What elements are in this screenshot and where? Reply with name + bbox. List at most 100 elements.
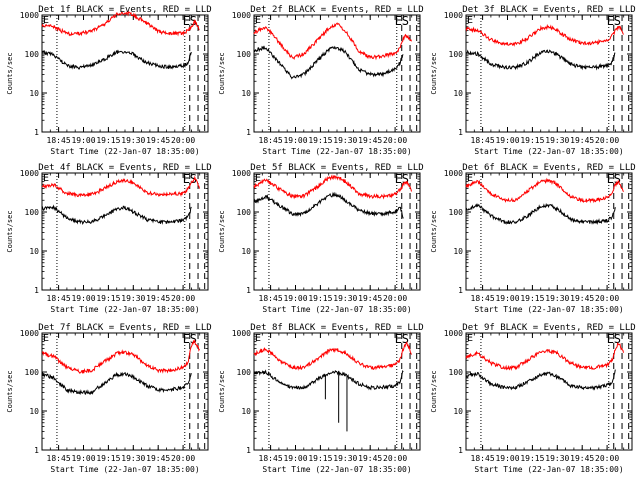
- x-tick-label: 19:00: [283, 454, 307, 463]
- x-tick-label: 20:00: [383, 454, 407, 463]
- x-axis-label: Start Time (22-Jan-07 18:35:00): [474, 465, 623, 474]
- series-line: [41, 175, 200, 198]
- series-line: [41, 11, 200, 37]
- y-tick-label: 10: [453, 89, 463, 98]
- y-tick-label: 10: [29, 89, 39, 98]
- marker-E-end: E: [183, 14, 190, 28]
- x-tick-label: 19:45: [358, 294, 382, 303]
- series-line: [465, 202, 616, 225]
- marker-E: E: [43, 333, 49, 344]
- x-axis-label: Start Time (22-Jan-07 18:35:00): [50, 465, 199, 474]
- y-tick-label: 10: [29, 407, 39, 416]
- y-tick-label: 100: [25, 208, 40, 217]
- marker-E-end: E: [607, 172, 614, 186]
- x-tick-label: 18:45: [47, 294, 71, 303]
- x-tick-label: 19:15: [520, 136, 544, 145]
- chart-title: Det 5f BLACK = Events, RED = LLD: [250, 163, 423, 173]
- y-tick-label: 1: [458, 286, 463, 295]
- series-line: [253, 369, 404, 391]
- series-line: [466, 49, 616, 71]
- x-axis-label: Start Time (22-Jan-07 18:35:00): [50, 147, 199, 156]
- chart-panel: Det 4f BLACK = Events, RED = LLD Start Ti…: [6, 163, 212, 314]
- x-axis-label: Start Time (22-Jan-07 18:35:00): [474, 305, 623, 314]
- x-tick-label: 20:00: [171, 136, 195, 145]
- marker-S: S: [190, 172, 197, 186]
- y-axis-label: Counts/sec: [218, 370, 226, 412]
- y-tick-label: 1: [246, 446, 251, 455]
- y-axis-label: Counts/sec: [430, 52, 438, 94]
- x-tick-label: 19:00: [283, 136, 307, 145]
- marker-E-end: E: [395, 172, 402, 186]
- x-tick-label: 19:15: [520, 454, 544, 463]
- x-tick-label: 19:00: [495, 454, 519, 463]
- y-tick-label: 1: [34, 286, 39, 295]
- y-tick-label: 1000: [20, 169, 39, 178]
- x-tick-label: 19:30: [121, 136, 145, 145]
- x-tick-label: 18:45: [47, 454, 71, 463]
- x-tick-label: 19:45: [358, 136, 382, 145]
- x-tick-label: 19:15: [96, 136, 120, 145]
- series-line: [253, 341, 412, 371]
- x-tick-label: 19:15: [308, 294, 332, 303]
- x-tick-label: 19:30: [545, 294, 569, 303]
- x-tick-label: 19:45: [358, 454, 382, 463]
- marker-E: E: [255, 15, 261, 26]
- x-tick-label: 18:45: [259, 454, 283, 463]
- y-tick-label: 1: [458, 446, 463, 455]
- marker-E-end: E: [395, 332, 402, 346]
- series-line: [465, 369, 616, 391]
- series-line: [465, 23, 624, 47]
- x-axis-label: Start Time (22-Jan-07 18:35:00): [262, 305, 411, 314]
- x-tick-label: 20:00: [383, 136, 407, 145]
- y-tick-label: 1: [246, 128, 251, 137]
- marker-S: S: [190, 14, 197, 28]
- x-tick-label: 19:15: [96, 454, 120, 463]
- y-tick-label: 1000: [444, 329, 463, 338]
- marker-S: S: [402, 14, 409, 28]
- marker-E-end: E: [607, 332, 614, 346]
- x-tick-label: 19:00: [495, 136, 519, 145]
- chart-title: Det 1f BLACK = Events, RED = LLD: [38, 5, 211, 15]
- y-axis-label: Counts/sec: [218, 210, 226, 252]
- x-tick-label: 18:45: [259, 294, 283, 303]
- y-tick-label: 10: [241, 247, 251, 256]
- marker-E: E: [467, 333, 473, 344]
- marker-E-end: E: [183, 172, 190, 186]
- x-axis-label: Start Time (22-Jan-07 18:35:00): [474, 147, 623, 156]
- chart-panel: Det 6f BLACK = Events, RED = LLD Start Ti…: [430, 163, 636, 314]
- x-tick-label: 19:30: [545, 136, 569, 145]
- x-axis-label: Start Time (22-Jan-07 18:35:00): [262, 147, 411, 156]
- x-tick-label: 20:00: [595, 294, 619, 303]
- y-tick-label: 10: [241, 407, 251, 416]
- x-tick-label: 19:00: [71, 294, 95, 303]
- y-axis-label: Counts/sec: [6, 210, 14, 252]
- x-tick-label: 18:45: [471, 136, 495, 145]
- marker-E: E: [255, 333, 261, 344]
- x-tick-label: 19:45: [570, 136, 594, 145]
- y-tick-label: 10: [453, 247, 463, 256]
- y-axis-label: Counts/sec: [430, 210, 438, 252]
- plot-frame: [465, 14, 633, 133]
- marker-E-end: E: [395, 14, 402, 28]
- y-tick-label: 100: [25, 50, 40, 59]
- x-tick-label: 19:00: [283, 294, 307, 303]
- x-tick-label: 18:45: [47, 136, 71, 145]
- x-axis-label: Start Time (22-Jan-07 18:35:00): [50, 305, 199, 314]
- chart-title: Det 7f BLACK = Events, RED = LLD: [38, 323, 211, 333]
- marker-E: E: [43, 15, 49, 26]
- y-tick-label: 100: [449, 208, 464, 217]
- x-tick-label: 18:45: [259, 136, 283, 145]
- marker-S: S: [402, 332, 409, 346]
- x-tick-label: 20:00: [171, 454, 195, 463]
- chart-title: Det 4f BLACK = Events, RED = LLD: [38, 163, 211, 173]
- series-line: [41, 49, 192, 70]
- series-line: [465, 342, 624, 371]
- series-line: [465, 177, 624, 204]
- plot-frame: [41, 172, 209, 291]
- marker-S: S: [614, 14, 621, 28]
- x-tick-label: 19:45: [570, 454, 594, 463]
- marker-S: S: [190, 332, 197, 346]
- chart-panel: Det 7f BLACK = Events, RED = LLD Start Ti…: [6, 323, 212, 474]
- x-tick-label: 19:30: [545, 454, 569, 463]
